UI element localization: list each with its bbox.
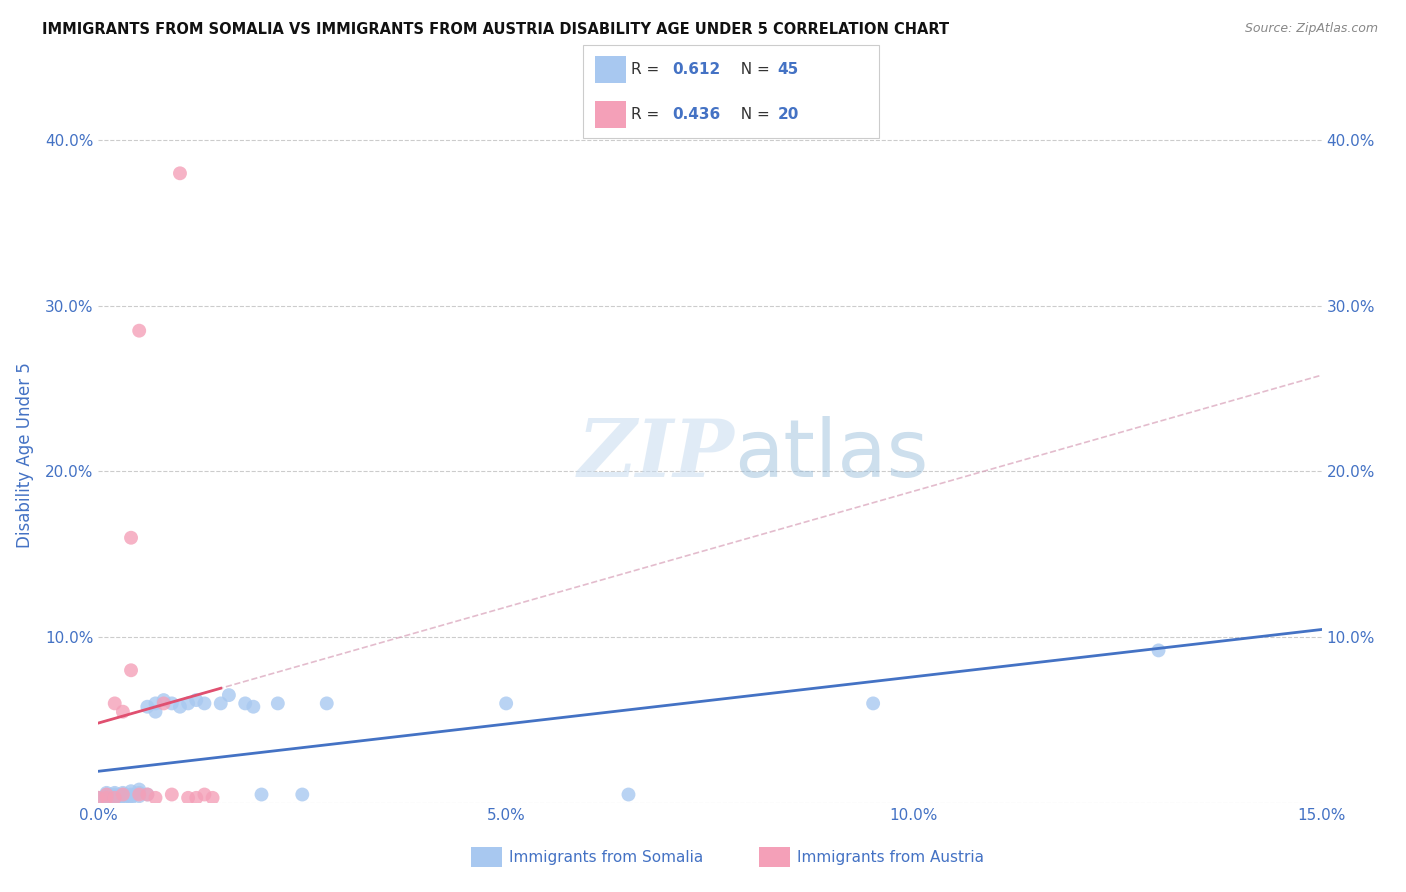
Point: [145, 697, 167, 711]
Point: [111, 788, 134, 802]
Point: [111, 792, 134, 806]
Point: [209, 697, 232, 711]
Text: 0.436: 0.436: [672, 107, 720, 121]
Point: [96, 786, 118, 800]
Point: [136, 788, 159, 802]
Point: [169, 166, 191, 180]
Point: [104, 792, 127, 806]
Point: [87, 790, 110, 805]
Text: N =: N =: [731, 62, 775, 77]
Point: [96, 794, 118, 808]
Point: [495, 697, 517, 711]
Point: [128, 324, 150, 338]
Point: [104, 789, 127, 804]
Point: [152, 697, 174, 711]
Point: [233, 697, 256, 711]
Point: [186, 790, 208, 805]
Point: [120, 788, 142, 802]
Point: [1147, 643, 1170, 657]
Point: [193, 697, 215, 711]
Point: [291, 788, 314, 802]
Point: [96, 789, 118, 804]
Point: [120, 789, 142, 804]
Point: [136, 788, 159, 802]
Point: [128, 788, 150, 802]
Point: [267, 697, 290, 711]
Point: [111, 786, 134, 800]
Point: [104, 790, 127, 805]
Text: Immigrants from Somalia: Immigrants from Somalia: [509, 850, 703, 864]
Point: [145, 705, 167, 719]
Point: [136, 699, 159, 714]
Point: [96, 790, 118, 805]
Text: R =: R =: [631, 62, 665, 77]
Point: [104, 697, 127, 711]
Text: N =: N =: [731, 107, 775, 121]
Point: [186, 693, 208, 707]
Point: [218, 688, 240, 702]
Point: [193, 788, 215, 802]
Point: [120, 784, 142, 798]
Point: [128, 782, 150, 797]
Point: [96, 792, 118, 806]
Point: [120, 663, 142, 677]
Text: 0.612: 0.612: [672, 62, 720, 77]
Text: Immigrants from Austria: Immigrants from Austria: [797, 850, 984, 864]
Text: ZIP: ZIP: [578, 417, 734, 493]
Point: [160, 788, 183, 802]
Point: [111, 705, 134, 719]
Point: [177, 697, 200, 711]
Point: [128, 789, 150, 804]
Point: [120, 790, 142, 805]
Point: [104, 790, 127, 805]
Point: [96, 788, 118, 802]
Text: 45: 45: [778, 62, 799, 77]
Point: [104, 788, 127, 802]
Point: [201, 790, 224, 805]
Point: [87, 790, 110, 805]
Point: [111, 789, 134, 804]
Text: IMMIGRANTS FROM SOMALIA VS IMMIGRANTS FROM AUSTRIA DISABILITY AGE UNDER 5 CORREL: IMMIGRANTS FROM SOMALIA VS IMMIGRANTS FR…: [42, 22, 949, 37]
Point: [315, 697, 337, 711]
Point: [111, 788, 134, 802]
Point: [169, 699, 191, 714]
Point: [177, 790, 200, 805]
Point: [128, 786, 150, 800]
Text: atlas: atlas: [734, 416, 929, 494]
Point: [152, 693, 174, 707]
Point: [96, 790, 118, 805]
Point: [160, 697, 183, 711]
Point: [250, 788, 273, 802]
Text: Source: ZipAtlas.com: Source: ZipAtlas.com: [1244, 22, 1378, 36]
Point: [242, 699, 264, 714]
Point: [96, 788, 118, 802]
Point: [120, 531, 142, 545]
Point: [104, 786, 127, 800]
Point: [145, 790, 167, 805]
Point: [862, 697, 884, 711]
Text: 20: 20: [778, 107, 799, 121]
Y-axis label: Disability Age Under 5: Disability Age Under 5: [15, 362, 34, 548]
Point: [617, 788, 640, 802]
Text: R =: R =: [631, 107, 665, 121]
